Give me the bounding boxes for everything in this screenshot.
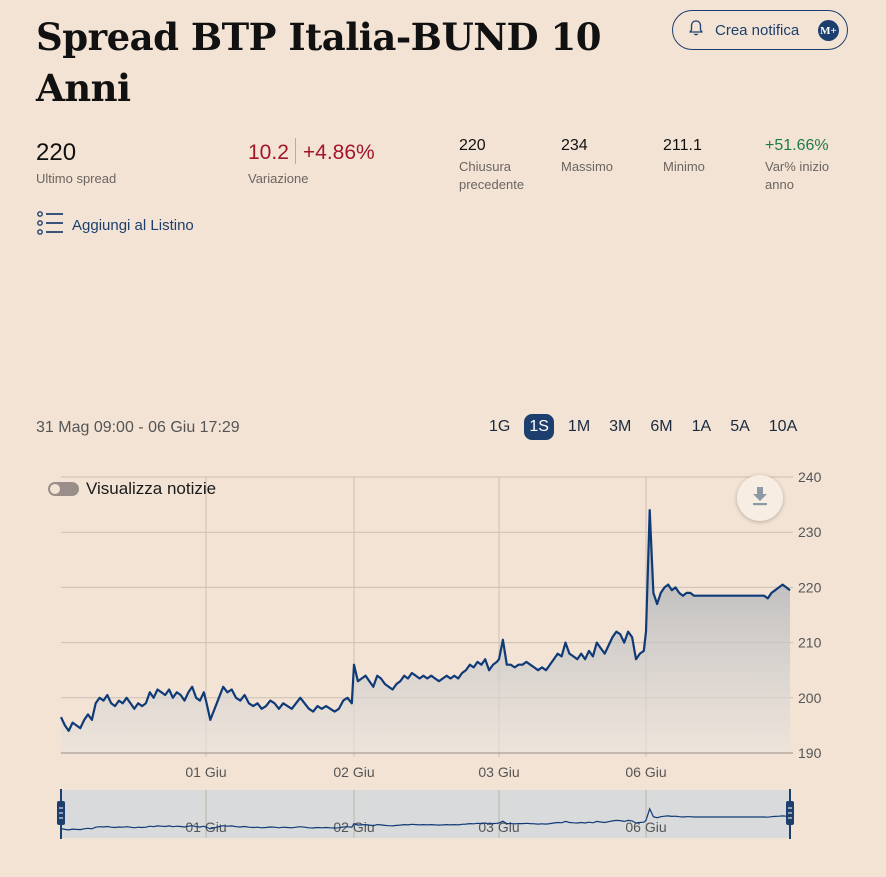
ytd-label: Var% inizio anno	[765, 159, 830, 192]
series-area	[61, 510, 790, 753]
y-tick-label: 200	[798, 690, 822, 706]
download-icon	[751, 486, 769, 510]
min-stat: 211.1 Minimo	[663, 137, 705, 176]
period-10a[interactable]: 10A	[768, 418, 798, 435]
x-tick-label: 06 Giu	[625, 764, 666, 780]
y-tick-label: 190	[798, 745, 822, 761]
page-title: Spread BTP Italia-BUND 10 Anni	[36, 15, 602, 110]
download-button[interactable]	[737, 475, 783, 521]
show-news-toggle[interactable]: Visualizza notizie	[48, 479, 216, 499]
max-stat: 234 Massimo	[561, 137, 613, 176]
period-1s[interactable]: 1S	[524, 414, 554, 440]
variation-value: 10.2	[248, 141, 289, 164]
variation-percent: +4.86%	[302, 141, 375, 164]
create-notification-button[interactable]: Crea notifica M+	[672, 10, 848, 50]
show-news-label: Visualizza notizie	[86, 479, 217, 498]
previous-close-label: Chiusura precedente	[459, 159, 525, 192]
variation-label: Variazione	[248, 171, 309, 186]
y-tick-label: 220	[798, 579, 822, 595]
period-6m[interactable]: 6M	[650, 418, 673, 435]
period-1g[interactable]: 1G	[489, 418, 511, 435]
navigator-tick-label: 03 Giu	[478, 819, 519, 835]
last-spread-label: Ultimo spread	[36, 171, 117, 186]
x-tick-label: 03 Giu	[478, 764, 519, 780]
add-to-watchlist-button[interactable]: Aggiungi al Listino	[36, 211, 194, 239]
min-value: 211.1	[663, 137, 702, 154]
period-3m[interactable]: 3M	[609, 418, 632, 435]
y-tick-label: 240	[798, 469, 822, 485]
ytd-stat: +51.66% Var% inizio anno	[765, 137, 855, 194]
spread-chart[interactable]: 190 200 210 220 230 240 01 Giu 02 Giu 03 Giu 06 G…	[0, 460, 886, 877]
y-tick-label: 230	[798, 524, 822, 540]
navigator-tick-label: 02 Giu	[333, 819, 374, 835]
date-range-label: 31 Mag 09:00 - 06 Giu 17:29	[36, 419, 240, 436]
series-line	[60, 508, 791, 732]
min-label: Minimo	[663, 159, 705, 174]
x-tick-label: 02 Giu	[333, 764, 374, 780]
variation-divider	[294, 138, 296, 165]
previous-close-value: 220	[459, 137, 486, 154]
x-tick-label: 01 Giu	[185, 764, 226, 780]
period-selector: 1G 1S 1M 3M 6M 1A 5A 10A	[484, 414, 811, 440]
add-to-watchlist-label: Aggiungi al Listino	[72, 216, 194, 234]
m-plus-badge: M+	[818, 20, 839, 41]
bell-icon	[687, 19, 705, 41]
variation-stat: 10.2 +4.86% Variazione	[248, 138, 375, 188]
period-1a[interactable]: 1A	[691, 418, 712, 435]
y-tick-label: 210	[798, 635, 822, 651]
max-label: Massimo	[561, 159, 614, 174]
last-spread-value: 220	[36, 139, 77, 166]
toggle-switch[interactable]	[48, 482, 79, 496]
list-icon	[36, 211, 64, 239]
ytd-value: +51.66%	[765, 137, 829, 154]
create-notification-label: Crea notifica	[715, 21, 800, 39]
navigator-window[interactable]	[61, 790, 790, 838]
previous-close-stat: 220 Chiusura precedente	[459, 137, 549, 194]
navigator-line	[60, 807, 791, 831]
period-1m[interactable]: 1M	[567, 418, 591, 435]
last-spread-stat: 220 Ultimo spread	[36, 139, 116, 188]
max-value: 234	[561, 137, 588, 154]
period-5a[interactable]: 5A	[730, 418, 750, 435]
